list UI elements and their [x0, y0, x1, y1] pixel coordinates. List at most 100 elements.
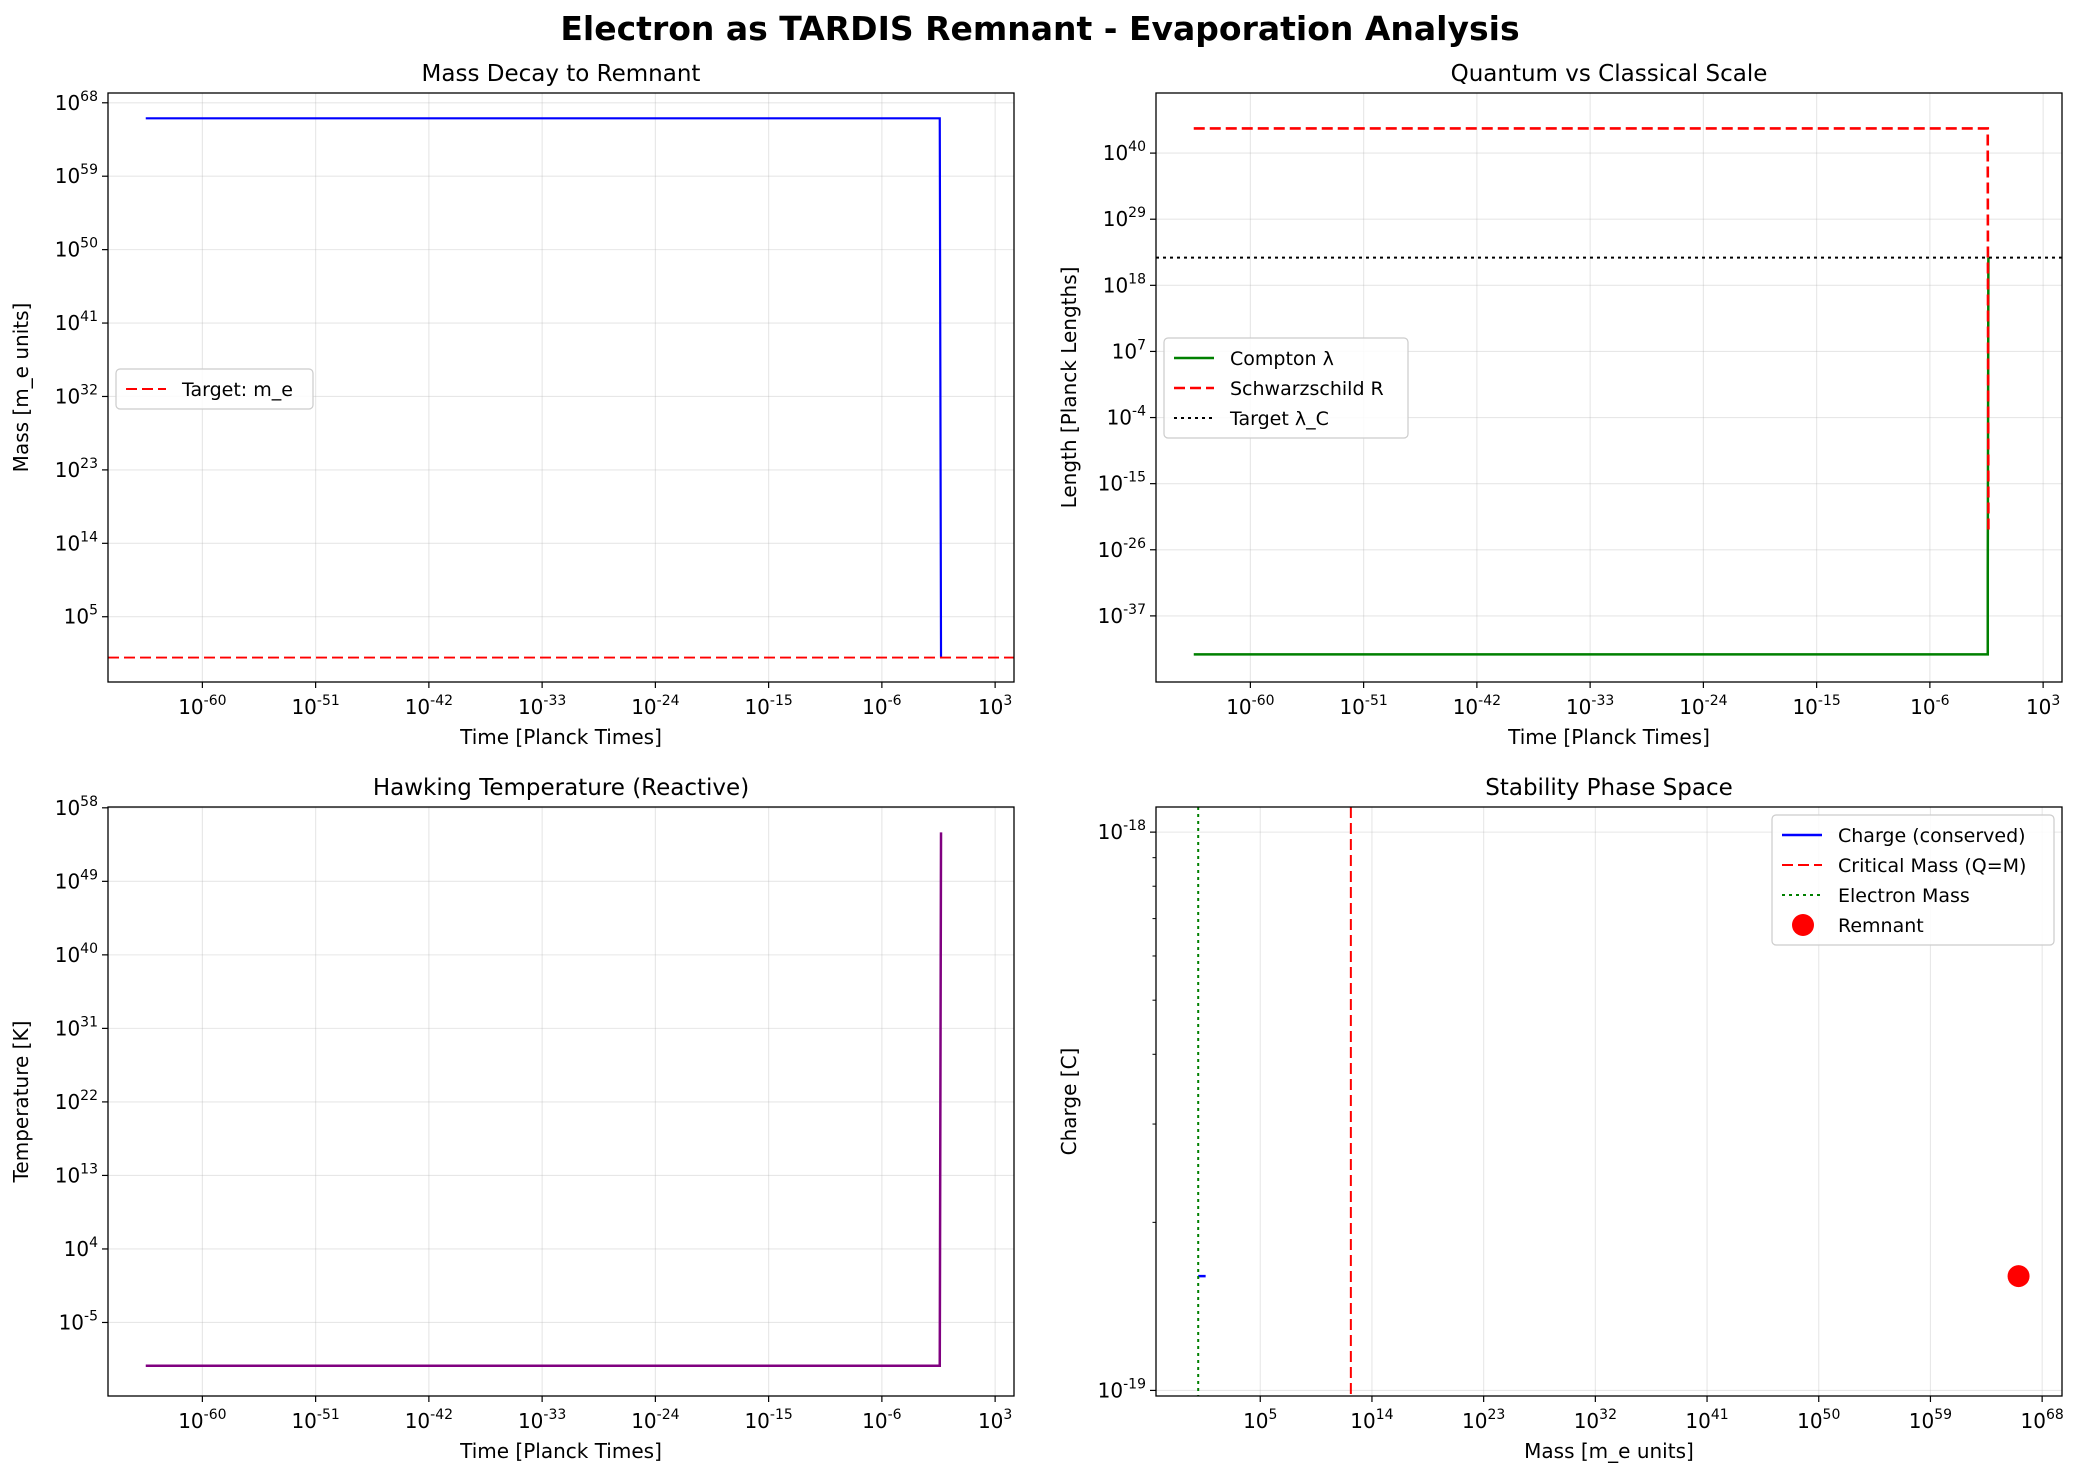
- x-tick-label: 10-6: [862, 693, 902, 719]
- x-tick-label: 10-60: [1226, 693, 1274, 719]
- x-tick-label: 1050: [1797, 1407, 1840, 1433]
- x-tick-label: 1032: [1574, 1407, 1617, 1433]
- x-tick-label: 1068: [2021, 1407, 2064, 1433]
- x-tick-label: 10-15: [1792, 693, 1840, 719]
- y-tick-label: 1029: [1103, 205, 1146, 231]
- x-tick-label: 10-15: [744, 693, 792, 719]
- x-tick-label: 10-24: [631, 693, 679, 719]
- x-tick-label: 10-42: [405, 1407, 453, 1433]
- y-tick-label: 1032: [55, 382, 98, 408]
- panel-4: 105 1014 1023 1032 1041 1050 1059 1068 10-18 10-1…: [1057, 775, 2064, 1463]
- legend-label: Compton λ: [1230, 348, 1334, 370]
- gridlines: [108, 807, 1014, 1396]
- panel-title: Stability Phase Space: [1485, 775, 1733, 801]
- tick-group: 10-60 10-51 10-42 10-33 10-24 10-15 10-6 103 105…: [55, 89, 1013, 719]
- y-tick-label: 10-4: [1107, 404, 1147, 430]
- y-axis-label: Charge [C]: [1057, 1048, 1081, 1156]
- y-tick-label: 10-5: [59, 1308, 98, 1334]
- x-tick-label: 10-24: [1679, 693, 1727, 719]
- y-tick-label: 1058: [55, 794, 98, 820]
- x-axis-label: Mass [m_e units]: [1524, 1439, 1694, 1463]
- legend: Compton λ Schwarzschild R Target λ_C: [1163, 337, 1409, 439]
- y-axis-label: Mass [m_e units]: [9, 303, 33, 473]
- x-axis-label: Time [Planck Times]: [459, 1439, 662, 1463]
- gridlines: [1156, 807, 2062, 1396]
- x-tick-label: 105: [1243, 1407, 1277, 1433]
- x-tick-label: 10-33: [518, 1407, 566, 1433]
- panel-3: 10-60 10-51 10-42 10-33 10-24 10-15 10-6 103 10-…: [9, 775, 1015, 1463]
- x-axis-label: Time [Planck Times]: [459, 725, 662, 749]
- x-tick-label: 10-60: [178, 1407, 226, 1433]
- x-tick-label: 1023: [1462, 1407, 1505, 1433]
- x-tick-label: 10-51: [291, 1407, 339, 1433]
- legend-label: Charge (conserved): [1838, 825, 2026, 847]
- panel-1: 10-60 10-51 10-42 10-33 10-24 10-15 10-6 103 105…: [9, 61, 1015, 749]
- legend: Target: m_e: [115, 368, 314, 410]
- series-group: [145, 832, 943, 1368]
- y-tick-label: 1050: [55, 236, 98, 262]
- series-group: [1156, 127, 2062, 656]
- x-tick-label: 10-33: [518, 693, 566, 719]
- legend-label: Remnant: [1838, 915, 1924, 937]
- x-tick-label: 10-42: [1453, 693, 1501, 719]
- y-tick-label: 105: [64, 603, 98, 629]
- tick-group: 10-60 10-51 10-42 10-33 10-24 10-15 10-6 103 10-…: [55, 794, 1013, 1433]
- x-tick-label: 1059: [1909, 1407, 1952, 1433]
- legend-frame: [1163, 337, 1409, 439]
- axes-frame: [107, 92, 1015, 683]
- tick-group: 10-60 10-51 10-42 10-33 10-24 10-15 10-6 103 10-…: [1098, 139, 2061, 719]
- x-axis-label: Time [Planck Times]: [1507, 725, 1710, 749]
- y-tick-label: 1068: [55, 89, 98, 115]
- series-group: [108, 117, 1014, 659]
- y-tick-label: 1031: [55, 1014, 98, 1040]
- legend-frame: [115, 368, 314, 410]
- x-tick-label: 10-24: [631, 1407, 679, 1433]
- series-remnant-marker: [2007, 1265, 2030, 1288]
- series-line-1: [145, 832, 943, 1368]
- legend: Charge (conserved) Critical Mass (Q=M) Ele…: [1771, 814, 2055, 946]
- y-tick-label: 10-18: [1098, 818, 1146, 844]
- y-tick-label: 1023: [55, 456, 98, 482]
- y-axis-label: Length [Planck Lengths]: [1057, 267, 1081, 509]
- y-tick-label: 10-19: [1098, 1376, 1146, 1402]
- x-tick-label: 103: [2026, 693, 2060, 719]
- y-tick-label: 107: [1112, 337, 1146, 363]
- panel-title: Quantum vs Classical Scale: [1451, 61, 1768, 87]
- axes-frame: [1155, 92, 2063, 683]
- y-tick-label: 1014: [55, 529, 98, 555]
- x-tick-label: 1014: [1350, 1407, 1393, 1433]
- legend-label: Schwarzschild R: [1230, 378, 1384, 400]
- y-tick-label: 1022: [55, 1088, 98, 1114]
- y-tick-label: 10-37: [1098, 602, 1146, 628]
- series-schwarzschild-r: [1193, 127, 1990, 533]
- y-tick-label: 104: [64, 1235, 98, 1261]
- panel-title: Hawking Temperature (Reactive): [373, 775, 749, 801]
- figure-title: Electron as TARDIS Remnant - Evaporation…: [560, 9, 1519, 48]
- legend-label: Critical Mass (Q=M): [1838, 855, 2026, 877]
- y-tick-label: 1013: [55, 1161, 98, 1187]
- series-group: [1197, 807, 2030, 1396]
- x-tick-label: 103: [978, 1407, 1012, 1433]
- x-tick-label: 10-33: [1566, 693, 1614, 719]
- x-tick-label: 10-42: [405, 693, 453, 719]
- y-tick-label: 1018: [1103, 271, 1146, 297]
- legend-label: Electron Mass: [1838, 885, 1970, 907]
- y-tick-label: 10-15: [1098, 470, 1146, 496]
- y-tick-label: 1040: [1103, 139, 1146, 165]
- x-tick-label: 10-6: [1910, 693, 1950, 719]
- series-line-1: [145, 117, 943, 658]
- x-tick-label: 10-15: [744, 1407, 792, 1433]
- x-tick-label: 10-51: [1339, 693, 1387, 719]
- tick-group: 105 1014 1023 1032 1041 1050 1059 1068 10-18 10-1…: [1098, 818, 2064, 1433]
- y-tick-label: 1040: [55, 941, 98, 967]
- y-tick-label: 1059: [55, 162, 98, 188]
- y-tick-label: 10-26: [1098, 536, 1146, 562]
- legend-frame: [1771, 814, 2055, 946]
- legend-handle-marker: [1792, 914, 1814, 936]
- y-tick-label: 1041: [55, 309, 98, 335]
- y-axis-label: Temperature [K]: [9, 1021, 33, 1184]
- legend-label: Target λ_C: [1229, 408, 1329, 430]
- x-tick-label: 103: [978, 693, 1012, 719]
- axes-frame: [1155, 806, 2063, 1397]
- series-compton: [1193, 257, 1990, 656]
